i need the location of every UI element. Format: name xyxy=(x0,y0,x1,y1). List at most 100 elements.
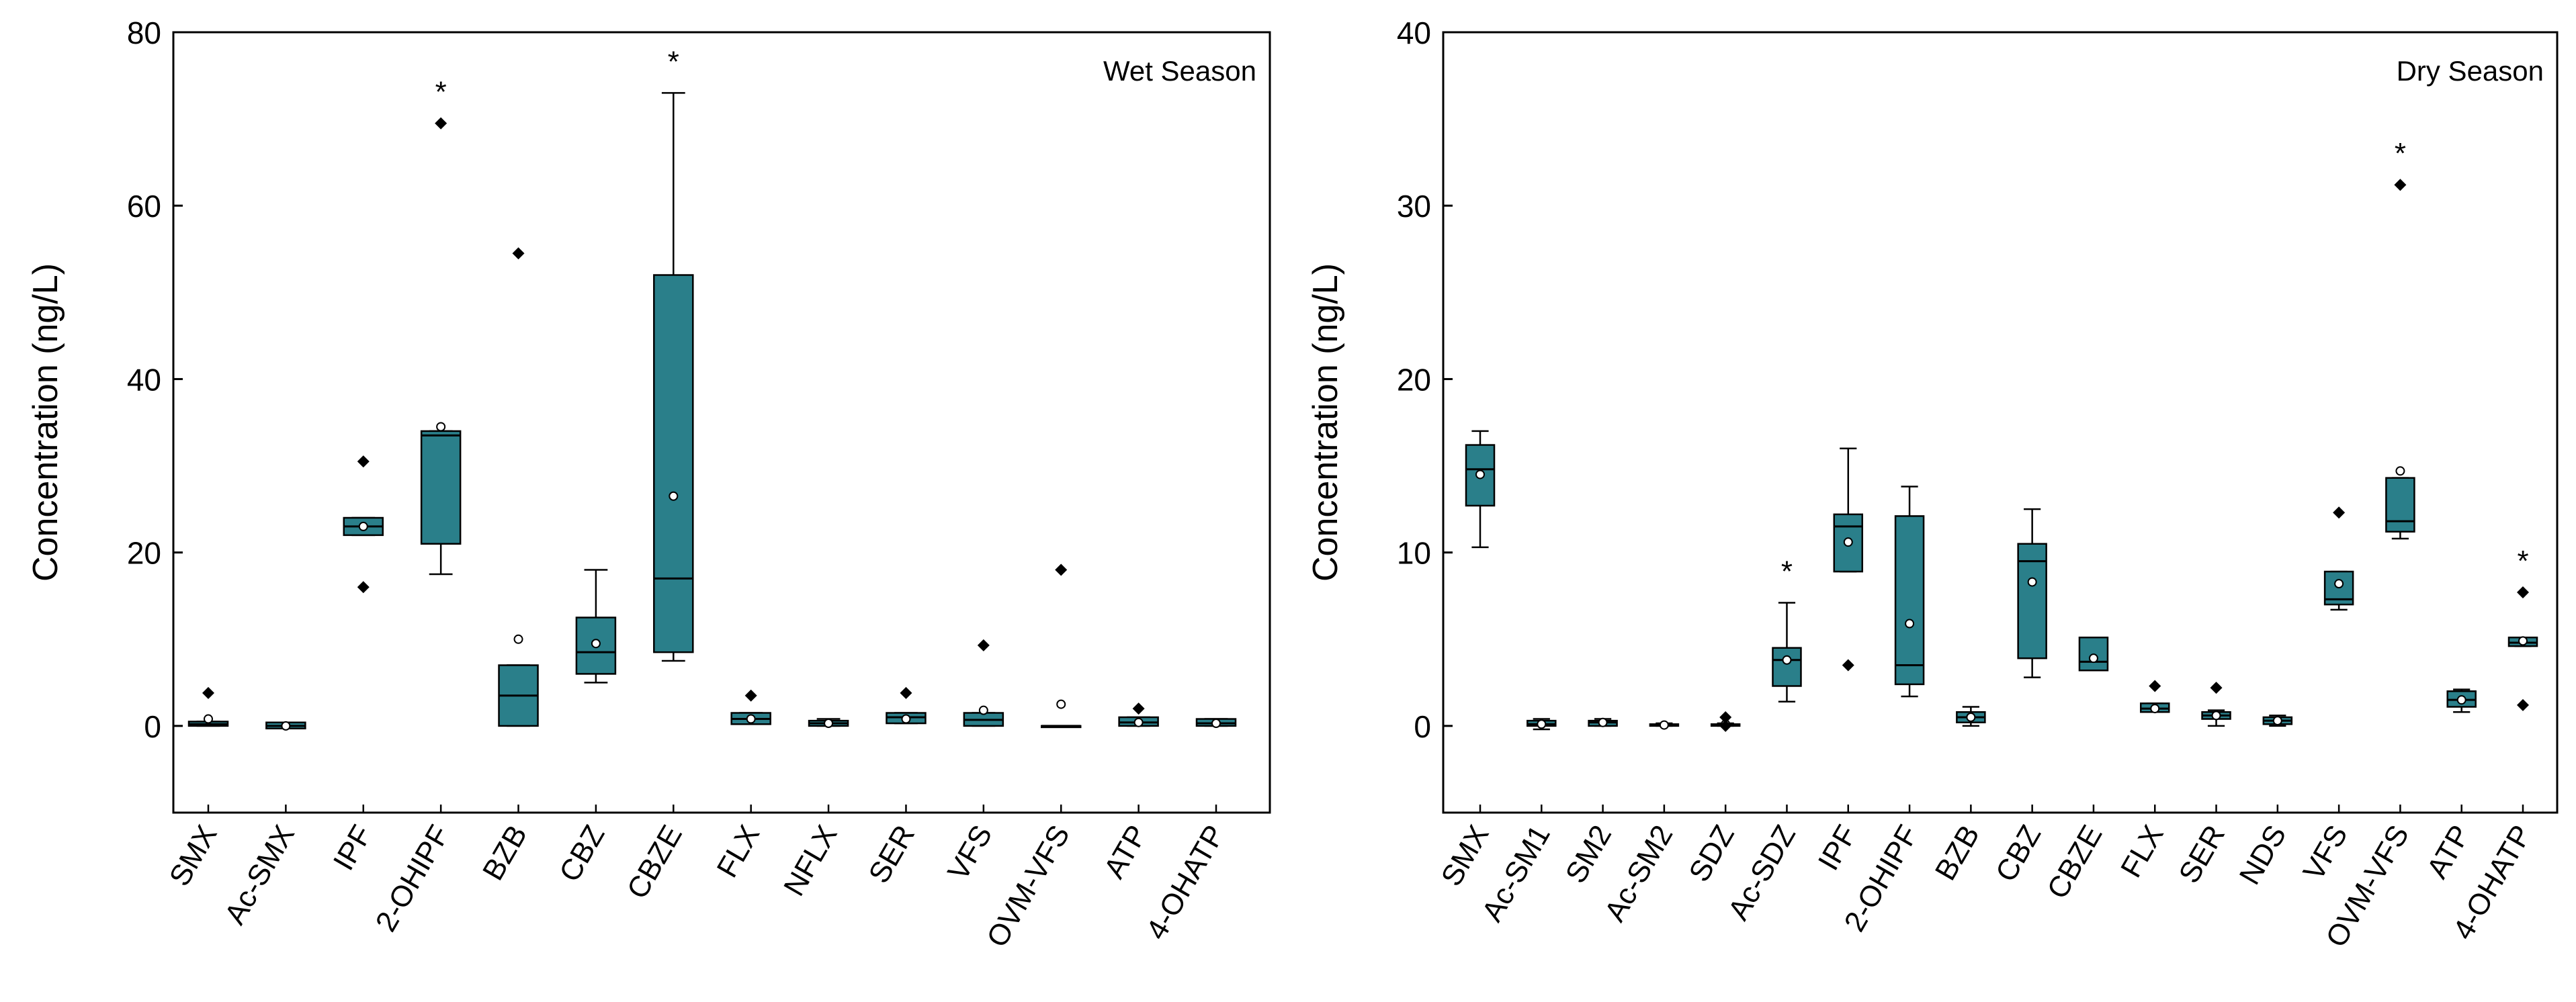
x-tick-label: SMX xyxy=(1435,820,1496,892)
mean-marker xyxy=(1782,655,1792,665)
box xyxy=(1894,515,1925,686)
mean-marker xyxy=(901,714,911,724)
outlier-point xyxy=(2149,680,2161,692)
season-label: Dry Season xyxy=(2397,55,2544,87)
mean-marker xyxy=(1211,719,1221,729)
mean-marker xyxy=(824,719,834,729)
y-tick-label: 20 xyxy=(127,536,161,571)
boxes: * * * xyxy=(1465,137,2538,732)
box xyxy=(2078,636,2109,672)
mean-marker xyxy=(1133,717,1144,727)
outlier-point xyxy=(977,639,990,651)
x-tick-label: BZB xyxy=(476,820,533,886)
box xyxy=(1772,647,1802,687)
significance-star: * xyxy=(435,76,447,109)
x-tick-label: 2-OHIPF xyxy=(370,820,456,938)
x-tick-label: IPF xyxy=(1812,820,1864,876)
outlier-point xyxy=(1719,711,1732,723)
outlier-point xyxy=(435,117,447,130)
mean-marker xyxy=(2027,577,2037,587)
outlier-point xyxy=(357,581,370,594)
x-tick-label: Ac-SMX xyxy=(218,820,301,930)
outlier-point xyxy=(202,686,214,699)
mean-marker xyxy=(281,721,291,731)
y-tick-label: 30 xyxy=(1397,189,1431,224)
box xyxy=(2017,543,2047,659)
mean-marker xyxy=(1659,720,1669,730)
outlier-point xyxy=(357,455,370,468)
x-tick-label: SER xyxy=(862,820,921,889)
mean-marker xyxy=(1966,712,1976,722)
x-tick-label: NFLX xyxy=(777,820,844,902)
boxes: ** xyxy=(187,45,1237,731)
mean-marker xyxy=(1843,537,1853,547)
x-tick-label: ATP xyxy=(1098,820,1154,884)
y-tick-label: 80 xyxy=(127,15,161,50)
x-tick-label: BZB xyxy=(1929,820,1986,886)
x-tick-label: CBZ xyxy=(1989,820,2047,888)
mean-marker xyxy=(1056,699,1066,709)
mean-marker xyxy=(1537,719,1547,729)
mean-marker xyxy=(2088,653,2098,664)
mean-marker xyxy=(2456,695,2466,705)
x-tick-label: SDZ xyxy=(1682,820,1740,888)
mean-marker xyxy=(513,634,523,644)
x-tick-label: CBZE xyxy=(2041,820,2108,905)
outlier-point xyxy=(900,686,912,699)
mean-marker xyxy=(436,422,446,432)
outlier-point xyxy=(2210,682,2223,694)
x-tick-label: IPF xyxy=(327,820,379,876)
mean-marker xyxy=(2395,466,2405,476)
mean-marker xyxy=(1475,469,1485,480)
mean-marker xyxy=(204,714,213,724)
wet-season-panel: Concentration (ng/L) Wet Season 0 20 40 60 8… xyxy=(26,15,1271,953)
outlier-point xyxy=(1719,719,1732,732)
y-tick-label: 0 xyxy=(144,709,161,744)
significance-star: * xyxy=(1781,555,1793,588)
mean-marker xyxy=(358,521,368,531)
y-tick-label: 40 xyxy=(1397,15,1431,50)
x-tick-label: NDS xyxy=(2233,820,2293,891)
box xyxy=(575,617,617,675)
mean-marker xyxy=(746,714,756,724)
outlier-point xyxy=(1842,659,1854,672)
mean-marker xyxy=(2518,636,2528,646)
mean-marker xyxy=(2272,716,2282,726)
y-tick-label: 0 xyxy=(1414,709,1431,744)
mean-marker xyxy=(591,639,601,649)
mean-marker xyxy=(1598,717,1608,727)
significance-star: * xyxy=(2517,545,2528,578)
outlier-point xyxy=(744,689,757,702)
y-axis-title: Concentration (ng/L) xyxy=(1306,263,1345,582)
box xyxy=(1833,513,1864,573)
x-tick-label: CBZ xyxy=(553,820,611,888)
mean-marker xyxy=(978,705,988,715)
outlier-point xyxy=(1055,563,1068,576)
y-tick-label: 60 xyxy=(127,189,161,224)
x-tick-label: ATP xyxy=(2421,820,2477,884)
x-tick-label: CBZE xyxy=(621,820,689,905)
x-tick-label: VFS xyxy=(941,820,998,886)
outlier-point xyxy=(2517,698,2529,711)
outlier-point xyxy=(1132,702,1145,715)
dry-season-panel: Concentration (ng/L) Dry Season 0 10 20 30 4… xyxy=(1306,15,2559,953)
x-tick-label: SMX xyxy=(163,820,224,892)
mean-marker xyxy=(2211,711,2221,721)
mean-marker xyxy=(1905,619,1915,629)
significance-star: * xyxy=(668,45,679,78)
outlier-point xyxy=(2333,506,2346,519)
outlier-point xyxy=(512,247,525,260)
x-tick-label: FLX xyxy=(2114,820,2170,883)
y-tick-label: 40 xyxy=(127,362,161,397)
box xyxy=(653,274,694,653)
outlier-point xyxy=(2517,586,2529,599)
y-ticks: 0 10 20 30 40 xyxy=(1397,15,1453,744)
y-axis-title: Concentration (ng/L) xyxy=(26,263,65,582)
season-label: Wet Season xyxy=(1103,55,1256,87)
y-ticks: 0 20 40 60 80 xyxy=(127,15,183,744)
mean-marker xyxy=(2150,704,2160,714)
box xyxy=(420,430,462,545)
